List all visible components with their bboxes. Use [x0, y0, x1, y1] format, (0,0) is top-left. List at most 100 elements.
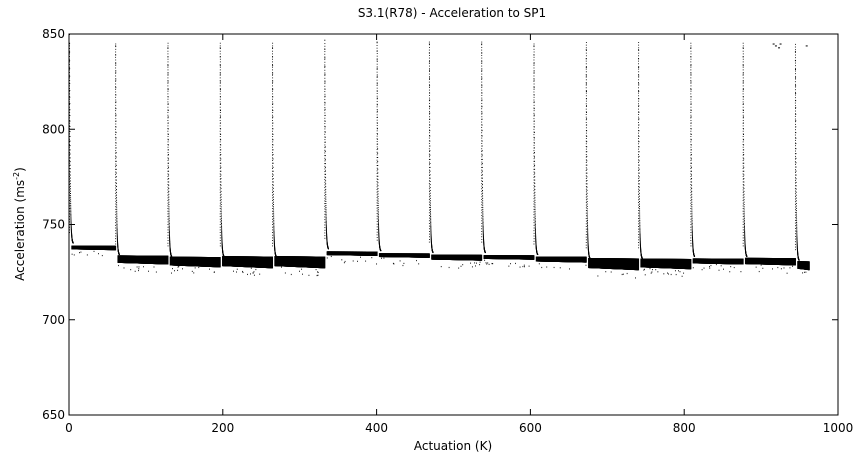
data-point — [429, 124, 431, 126]
data-point — [481, 164, 483, 166]
data-point — [325, 177, 327, 179]
plot-frame — [68, 33, 839, 416]
data-point — [585, 63, 587, 65]
data-point — [481, 130, 483, 132]
data-point — [610, 271, 612, 273]
data-point — [123, 267, 125, 269]
data-point — [115, 171, 117, 173]
data-point — [586, 201, 588, 203]
data-point — [167, 82, 169, 84]
data-point — [533, 87, 535, 89]
data-point — [168, 208, 170, 210]
data-point — [481, 222, 483, 224]
data-point — [219, 224, 221, 226]
data-point — [430, 236, 432, 238]
data-point — [220, 178, 222, 180]
data-point — [272, 106, 274, 108]
data-point — [585, 264, 587, 266]
data-point — [328, 248, 329, 250]
data-point — [481, 62, 483, 64]
data-point — [587, 229, 589, 231]
data-point — [429, 54, 430, 56]
data-point — [69, 205, 71, 207]
data-point — [324, 187, 326, 189]
data-point — [115, 136, 117, 138]
data-point — [168, 223, 170, 225]
data-point — [533, 115, 535, 117]
data-point — [376, 170, 378, 172]
data-point — [115, 232, 117, 234]
data-point — [116, 219, 118, 221]
data-point — [585, 231, 587, 233]
data-point — [167, 139, 169, 141]
data-point — [115, 63, 117, 65]
data-point — [376, 103, 378, 105]
data-point — [220, 116, 221, 118]
data-point — [115, 139, 117, 141]
data-point — [324, 197, 326, 199]
data-point — [376, 223, 378, 225]
data-point — [169, 235, 170, 237]
data-point — [429, 108, 430, 110]
data-point — [377, 215, 379, 217]
data-point — [273, 228, 275, 230]
data-point — [534, 191, 536, 193]
data-point — [585, 71, 587, 73]
data-point — [220, 158, 222, 160]
data-point — [324, 213, 326, 215]
data-point — [324, 126, 326, 128]
data-point — [273, 225, 275, 227]
data-point — [377, 193, 379, 195]
data-point — [534, 217, 536, 219]
data-point — [324, 195, 326, 197]
data-point — [194, 267, 196, 269]
data-point — [585, 143, 587, 145]
data-point — [168, 234, 170, 236]
data-point — [585, 116, 587, 118]
data-point — [324, 81, 326, 83]
data-point — [378, 236, 380, 238]
data-point — [482, 219, 484, 221]
data-point — [272, 125, 274, 127]
data-point — [272, 210, 273, 212]
data-point — [167, 189, 169, 191]
data-point — [168, 210, 170, 212]
data-point — [272, 170, 274, 172]
data-point — [482, 224, 484, 226]
data-point — [533, 232, 535, 234]
data-point — [136, 266, 138, 268]
data-point — [585, 167, 587, 169]
data-point — [273, 244, 275, 246]
data-point — [324, 133, 326, 135]
data-point — [219, 89, 221, 91]
data-point — [168, 184, 170, 186]
data-point — [115, 94, 117, 96]
data-point — [272, 152, 274, 154]
data-point — [587, 232, 589, 234]
data-point — [167, 81, 169, 83]
data-point — [428, 153, 430, 155]
data-point — [219, 157, 221, 159]
data-point — [221, 240, 223, 242]
data-point — [483, 239, 485, 241]
data-point — [70, 229, 72, 231]
data-point — [481, 69, 483, 71]
data-point — [534, 214, 536, 216]
data-point — [272, 141, 274, 143]
data-point — [533, 78, 535, 80]
data-point — [219, 96, 221, 98]
data-point — [69, 149, 70, 151]
data-point — [70, 220, 72, 222]
data-point — [533, 203, 535, 205]
data-point — [177, 269, 179, 272]
data-point — [69, 96, 70, 97]
data-point — [219, 66, 221, 68]
data-point — [273, 241, 275, 243]
data-point — [524, 266, 525, 268]
data-point — [377, 133, 378, 135]
data-point — [429, 163, 431, 165]
data-point — [219, 136, 221, 138]
data-point — [272, 90, 273, 92]
data-point — [324, 144, 326, 146]
data-point — [377, 204, 379, 206]
